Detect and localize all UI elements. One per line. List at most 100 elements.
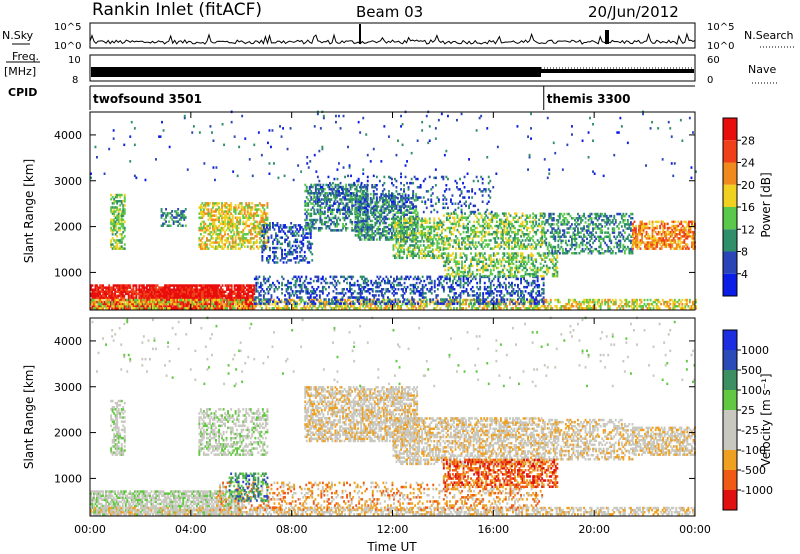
echo-cell	[486, 305, 489, 308]
echo-cell	[251, 290, 254, 293]
echo-cell	[110, 245, 113, 248]
echo-cell	[172, 302, 175, 306]
echo-cell	[155, 288, 158, 291]
echo-cell	[319, 298, 322, 302]
echo-cell	[216, 288, 218, 291]
echo-cell	[622, 307, 625, 310]
echo-cell	[194, 302, 197, 306]
echo-cell	[94, 307, 97, 310]
echo-cell	[143, 296, 146, 300]
echo-cell	[383, 292, 386, 295]
echo-cell	[511, 281, 513, 285]
echo-cell	[94, 300, 97, 304]
echo-cell	[182, 292, 185, 296]
echo-cell	[324, 302, 327, 306]
echo-cell	[135, 284, 138, 287]
echo-cell	[557, 298, 560, 302]
echo-cell	[515, 305, 517, 308]
echo-cell	[340, 298, 342, 301]
echo-cell	[469, 300, 472, 304]
echo-cell	[182, 288, 185, 291]
echo-cell	[285, 302, 288, 305]
echo-cell	[218, 305, 221, 308]
echo-cell	[241, 302, 244, 306]
echo-cell	[620, 305, 623, 308]
echo-cell	[183, 292, 186, 296]
echo-cell	[238, 284, 241, 287]
echo-cell	[120, 233, 123, 236]
echo-cell	[488, 277, 491, 281]
echo-cell	[120, 288, 123, 291]
echo-cell	[340, 292, 342, 295]
echo-cell	[581, 307, 584, 310]
echo-cell	[298, 302, 301, 306]
echo-cell	[199, 307, 202, 310]
echo-cell	[167, 300, 169, 304]
echo-cell	[238, 305, 241, 308]
echo-cell	[110, 208, 113, 211]
echo-cell	[138, 300, 141, 304]
echo-cell	[197, 307, 200, 310]
echo-cell	[94, 298, 97, 302]
echo-cell	[126, 288, 129, 291]
echo-cell	[578, 302, 581, 306]
echo-cell	[151, 292, 153, 296]
echo-cell	[337, 279, 339, 283]
echo-cell	[201, 307, 204, 310]
echo-cell	[221, 294, 224, 298]
echo-cell	[471, 307, 474, 310]
echo-cell	[509, 292, 512, 295]
echo-cell	[335, 292, 338, 295]
echo-cell	[290, 281, 293, 285]
echo-cell	[251, 284, 254, 287]
freq-band	[91, 67, 541, 77]
echo-cell	[521, 292, 524, 295]
echo-cell	[430, 298, 433, 302]
echo-cell	[322, 302, 325, 306]
echo-cell	[679, 307, 682, 310]
echo-cell	[169, 292, 172, 296]
echo-cell	[409, 292, 412, 295]
echo-cell	[492, 298, 495, 302]
echo-cell	[690, 307, 693, 310]
echo-cell	[536, 277, 539, 281]
echo-cell	[419, 300, 422, 304]
echo-cell	[189, 298, 192, 302]
echo-cell	[546, 307, 549, 310]
echo-cell	[258, 275, 261, 279]
echo-cell	[113, 202, 116, 205]
echo-cell	[524, 285, 527, 289]
echo-cell	[122, 226, 125, 230]
echo-cell	[300, 288, 303, 291]
echo-cell	[157, 292, 159, 296]
echo-cell	[167, 294, 170, 298]
echo-cell	[533, 285, 536, 289]
echo-cell	[312, 279, 315, 283]
echo-cell	[146, 290, 149, 293]
echo-cell	[210, 305, 212, 308]
echo-cell	[198, 302, 201, 306]
echo-cell	[324, 288, 327, 291]
echo-cell	[242, 288, 245, 291]
echo-cell	[133, 298, 136, 302]
echo-cell	[103, 292, 106, 296]
echo-cell	[542, 298, 545, 302]
echo-cell	[132, 284, 135, 287]
echo-cell	[93, 290, 95, 293]
echo-cell	[468, 302, 470, 306]
echo-cell	[302, 281, 305, 285]
echo-cell	[160, 214, 163, 217]
mhz-label: [MHz]	[4, 65, 36, 78]
echo-cell	[140, 288, 143, 291]
echo-cell	[622, 305, 625, 308]
echo-cell	[504, 288, 507, 291]
echo-cell	[418, 281, 421, 285]
echo-cell	[152, 292, 155, 296]
echo-cell	[430, 292, 433, 295]
echo-cell	[425, 298, 428, 302]
echo-cell	[495, 302, 498, 305]
echo-cell	[245, 302, 248, 306]
echo-cell	[114, 292, 117, 296]
echo-cell	[298, 298, 301, 302]
echo-cell	[296, 279, 299, 283]
